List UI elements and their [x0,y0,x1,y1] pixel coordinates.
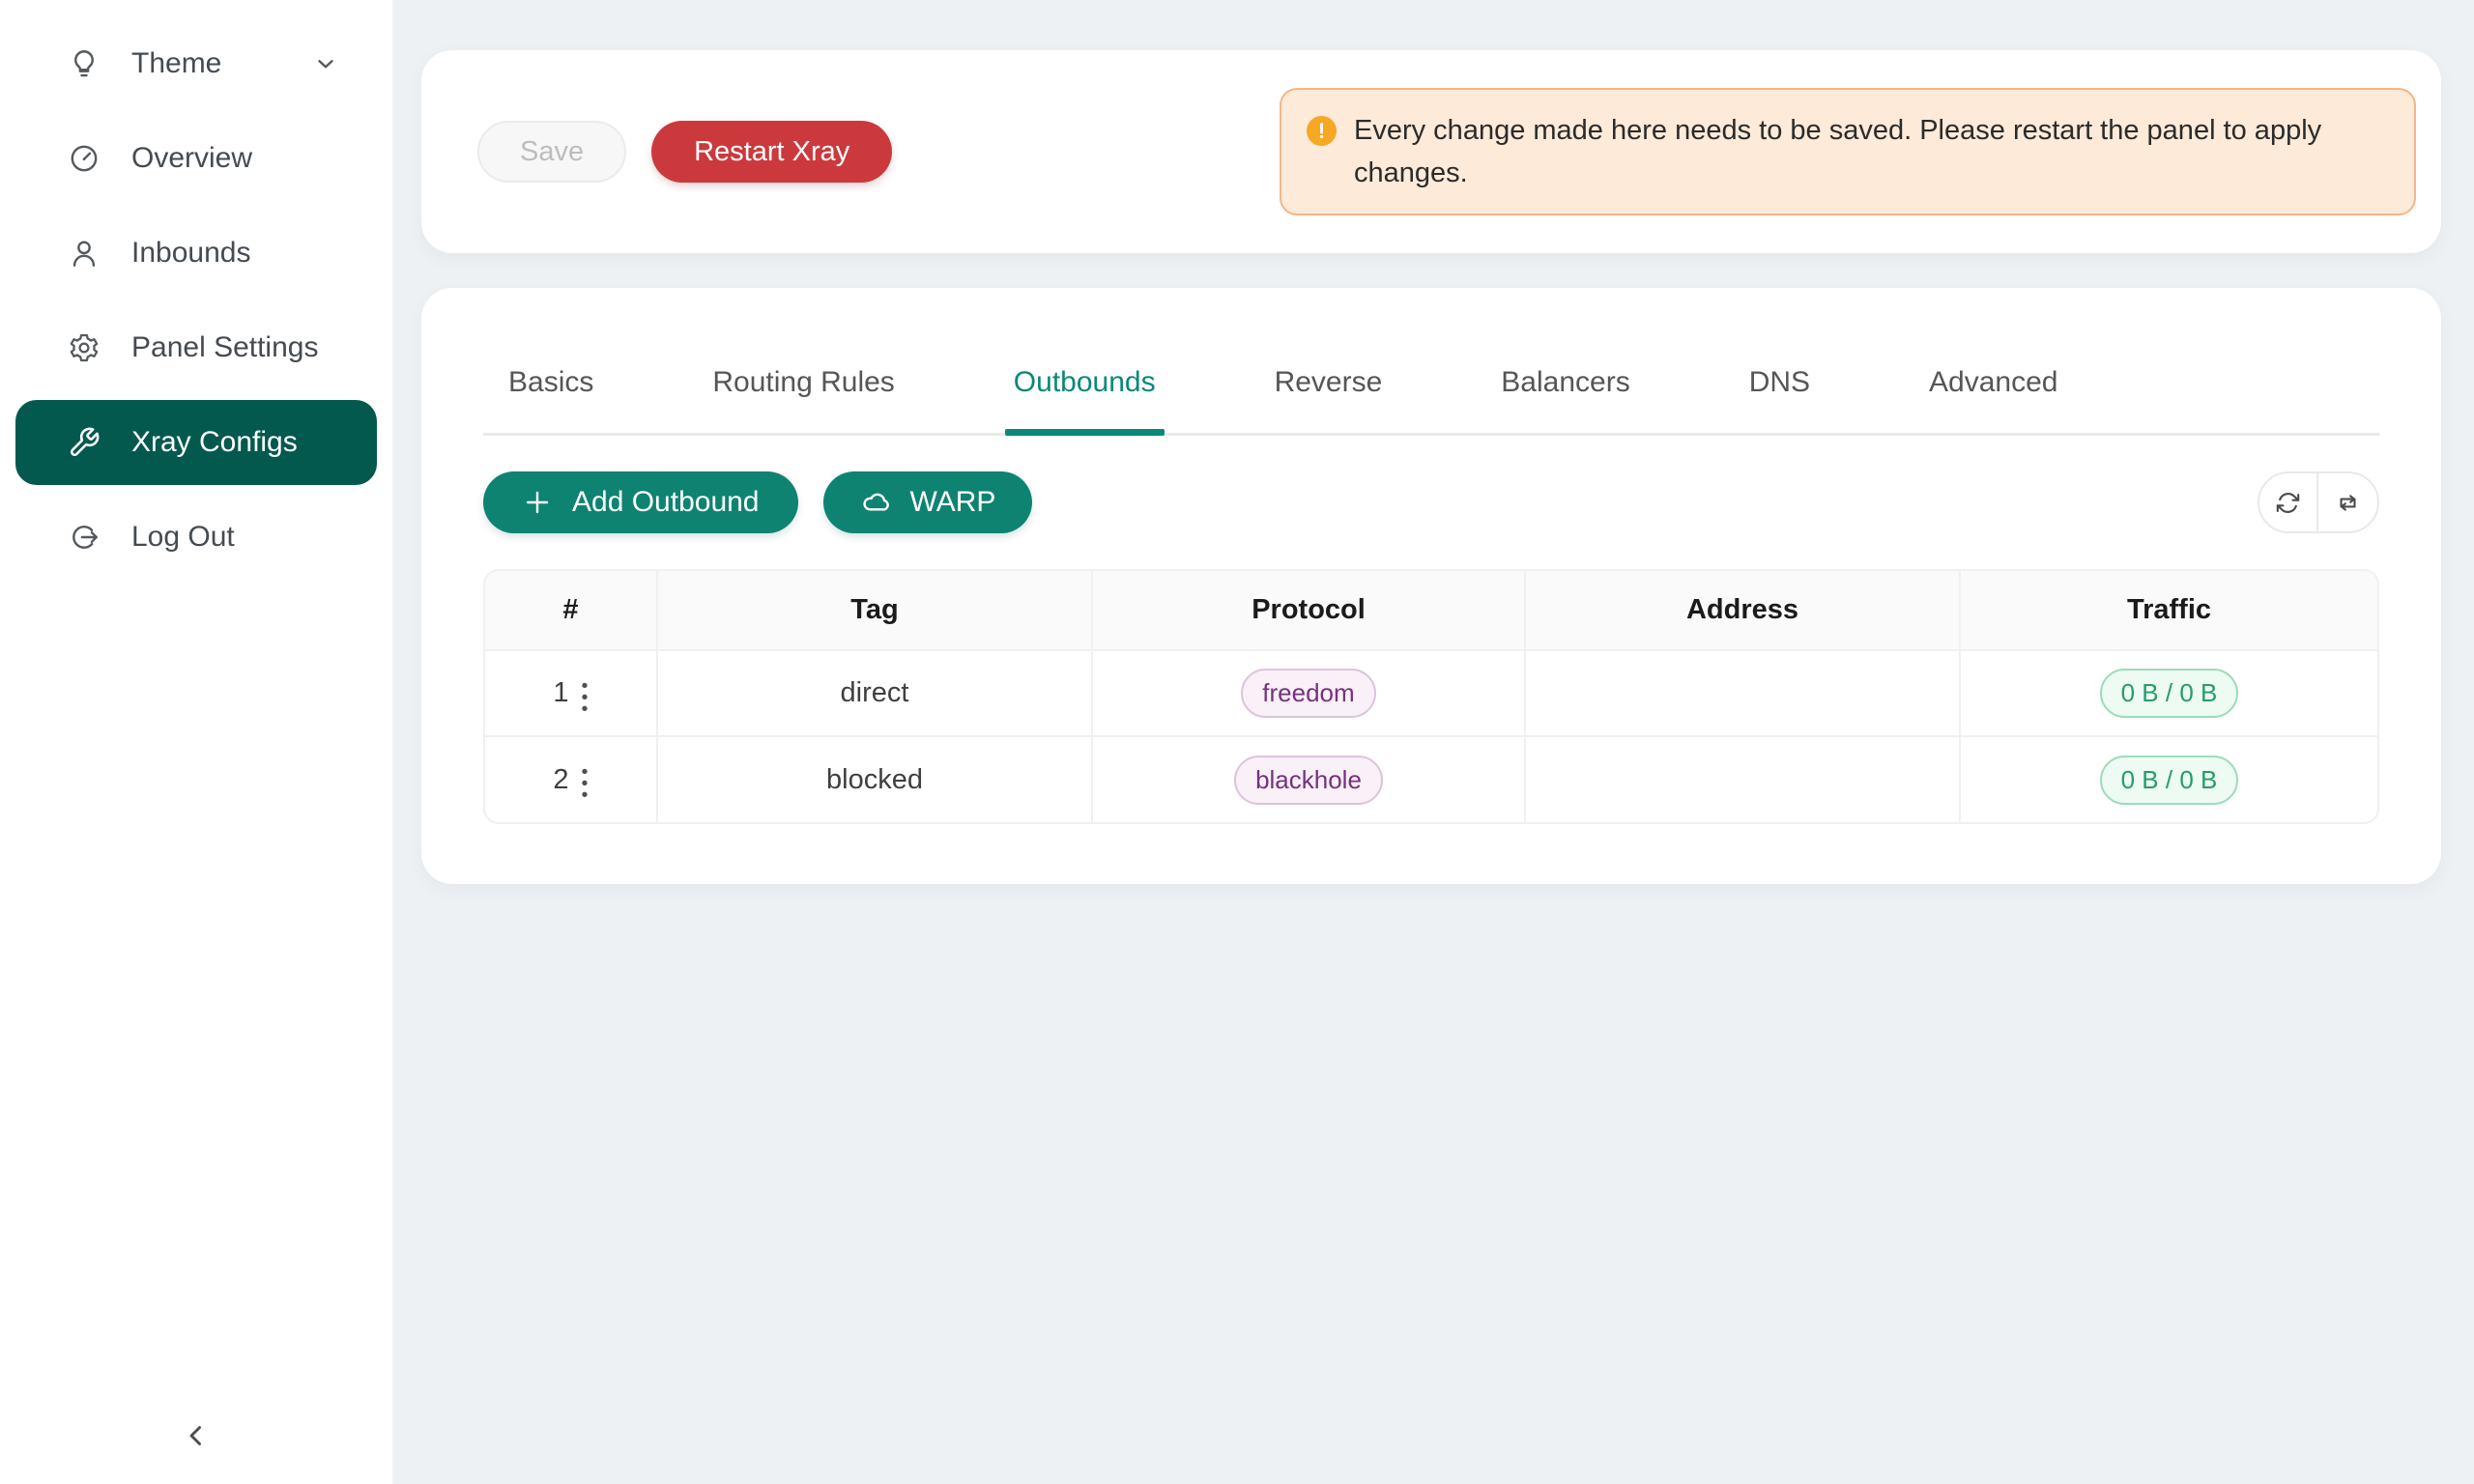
sidebar: Theme Overview [0,0,392,1484]
column-header-protocol: Protocol [1092,571,1526,651]
restart-warning-alert: ! Every change made here needs to be sav… [1280,88,2416,215]
sidebar-item-label: Inbounds [131,237,251,269]
sidebar-item-theme[interactable]: Theme [15,21,377,106]
sidebar-item-panel-settings[interactable]: Panel Settings [15,305,377,390]
add-outbound-label: Add Outbound [572,486,760,518]
gear-icon [68,331,101,364]
row-menu-icon[interactable] [581,680,589,711]
bulb-icon [68,47,101,80]
sidebar-item-label: Panel Settings [131,331,319,363]
outbounds-table: # Tag Protocol Address Traffic 1 [483,569,2379,824]
row-index: 1 [553,677,569,708]
column-header-traffic: Traffic [1960,571,2377,651]
sidebar-item-inbounds[interactable]: Inbounds [15,211,377,296]
sidebar-item-label: Xray Configs [131,426,298,458]
warp-label: WARP [909,486,996,518]
sidebar-item-label: Theme [131,47,222,79]
sync-icon [2276,492,2300,513]
address-cell [1525,736,1961,822]
protocol-badge: blackhole [1234,755,1383,805]
tab-balancers[interactable]: Balancers [1501,366,1630,398]
chevron-down-icon [313,51,338,76]
sidebar-nav: Theme Overview [0,21,392,580]
actions-card: Save Restart Xray ! Every change made he… [421,50,2441,253]
column-header-address: Address [1525,571,1961,651]
tab-reverse[interactable]: Reverse [1274,366,1383,398]
table-action-group [2258,471,2379,533]
wrench-icon [68,426,101,459]
outbounds-toolbar: Add Outbound WARP [483,471,2379,533]
traffic-badge: 0 B / 0 B [2099,669,2239,718]
address-cell [1525,650,1961,737]
tag-cell: direct [657,650,1093,737]
chevron-left-icon [189,1426,201,1445]
logout-icon [68,521,101,554]
tab-dns[interactable]: DNS [1748,366,1811,398]
add-outbound-button[interactable]: Add Outbound [483,471,798,533]
retweet-icon [2340,494,2356,511]
tab-routing-rules[interactable]: Routing Rules [712,366,895,398]
table-header-row: # Tag Protocol Address Traffic [485,571,2377,651]
reset-traffic-button[interactable] [2318,473,2377,531]
refresh-button[interactable] [2259,473,2318,531]
sidebar-item-xray-configs[interactable]: Xray Configs [15,400,377,485]
tag-cell: blocked [657,736,1093,822]
row-menu-icon[interactable] [581,766,589,797]
restart-xray-button[interactable]: Restart Xray [651,121,893,183]
cloud-icon [860,487,891,518]
table-row: 1 direct freedom 0 B / 0 B [485,650,2377,737]
sidebar-item-label: Log Out [131,521,235,553]
tab-basics[interactable]: Basics [508,366,594,398]
alert-text: Every change made here needs to be saved… [1354,115,2322,188]
config-tabs: Basics Routing Rules Outbounds Reverse B… [483,365,2379,436]
column-header-index: # [485,571,658,651]
protocol-badge: freedom [1241,669,1376,718]
warning-icon: ! [1307,116,1337,146]
table-row: 2 blocked blackhole 0 B / 0 [485,736,2377,822]
save-button[interactable]: Save [477,121,627,183]
main-content: Save Restart Xray ! Every change made he… [392,0,2474,1484]
warp-button[interactable]: WARP [822,471,1033,533]
plus-icon [522,487,553,518]
sidebar-item-log-out[interactable]: Log Out [15,495,377,580]
dashboard-icon [68,142,101,175]
user-icon [68,237,101,270]
sidebar-item-overview[interactable]: Overview [15,116,377,201]
sidebar-item-label: Overview [131,142,253,174]
xray-config-card: Basics Routing Rules Outbounds Reverse B… [421,288,2441,884]
traffic-badge: 0 B / 0 B [2099,755,2239,805]
sidebar-collapse-button[interactable] [167,1407,225,1465]
row-index: 2 [553,763,569,795]
column-header-tag: Tag [657,571,1093,651]
tab-advanced[interactable]: Advanced [1929,366,2058,398]
tab-outbounds[interactable]: Outbounds [1004,365,1165,436]
